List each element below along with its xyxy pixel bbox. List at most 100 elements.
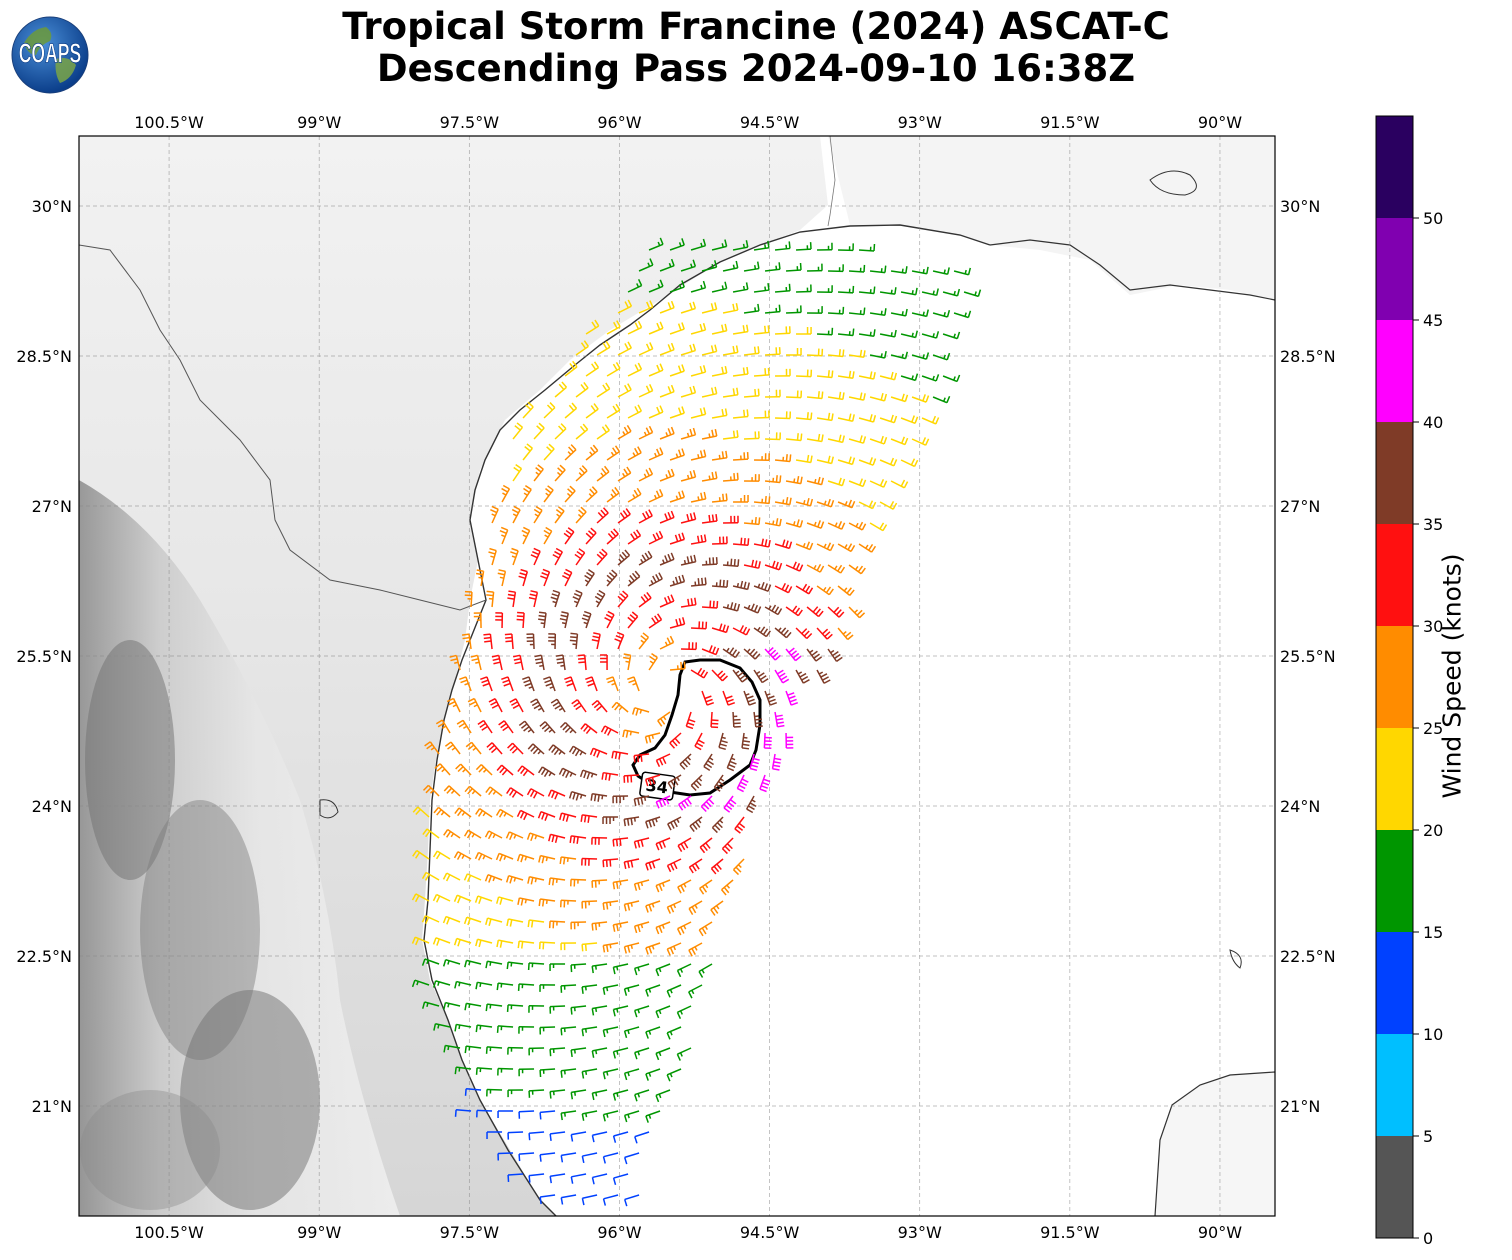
wind-barb [560, 984, 577, 993]
wind-barb [446, 697, 461, 713]
wind-barb [932, 267, 950, 275]
wind-barb [513, 654, 524, 671]
wind-barb [498, 720, 514, 734]
wind-barb [585, 676, 598, 692]
wind-barb [600, 654, 608, 671]
wind-barb [638, 467, 654, 482]
wind-barb [512, 464, 523, 482]
wind-barb [449, 654, 461, 671]
wind-barb [701, 344, 718, 356]
wind-barb [444, 741, 461, 755]
wind-barb [648, 530, 664, 545]
wind-barb [666, 900, 682, 914]
wind-barb [606, 528, 619, 545]
wind-barb [858, 371, 876, 380]
wind-barb [680, 343, 697, 356]
wind-barb [623, 858, 640, 869]
wind-barb [548, 920, 566, 929]
wind-barb [795, 454, 813, 464]
wind-barb [669, 490, 685, 503]
wind-barb [539, 1110, 556, 1120]
wind-barb [676, 1047, 692, 1061]
wind-barb [764, 475, 782, 484]
wind-barb [754, 410, 770, 419]
wind-barb [765, 347, 781, 356]
wind-barb [570, 1047, 587, 1058]
wind-barb [501, 676, 514, 692]
wind-barb [543, 443, 555, 461]
wind-barb [699, 837, 713, 854]
wind-barb [591, 963, 608, 974]
wind-barb [645, 1026, 661, 1039]
wind-barb [669, 448, 685, 461]
wind-barb [570, 963, 587, 973]
wind-barb [606, 676, 619, 692]
wind-barb [570, 1005, 587, 1015]
wind-barb [617, 299, 633, 314]
wind-barb [690, 449, 707, 461]
wind-barb [806, 391, 824, 400]
wind-barb [900, 373, 919, 382]
wind-barb [701, 600, 719, 609]
wind-barb [666, 984, 682, 998]
wind-barb [744, 474, 760, 482]
wind-barb [475, 569, 485, 587]
wind-barb [711, 579, 729, 588]
wind-barb [732, 858, 745, 876]
wind-barb [602, 816, 619, 824]
wind-barb [942, 331, 961, 340]
wind-barb [690, 534, 707, 545]
wind-barb [711, 323, 728, 335]
wind-barb [848, 392, 866, 401]
wind-barb [858, 414, 877, 423]
wind-barb [518, 1068, 535, 1077]
wind-barb [816, 498, 835, 508]
wind-barb [581, 900, 598, 909]
wind-barb [721, 837, 734, 855]
wind-barb [633, 963, 650, 976]
wind-barb [858, 543, 877, 553]
wind-barb [465, 741, 482, 755]
colorbar-tick-label: 5 [1423, 1127, 1433, 1146]
wind-barb [723, 515, 739, 524]
wind-barb [669, 322, 685, 335]
wind-barb [858, 286, 876, 295]
wind-barb [480, 676, 493, 692]
wind-barb [900, 458, 919, 468]
wind-barb [475, 808, 493, 818]
wind-barb [701, 514, 718, 524]
wind-barb [496, 764, 514, 776]
wind-barb [463, 916, 482, 926]
wind-barb [485, 786, 503, 797]
wind-barb [837, 543, 856, 553]
wind-barb [596, 465, 610, 482]
colorbar-segment [1376, 728, 1413, 830]
wind-barb [612, 1173, 629, 1186]
wind-barb [575, 506, 587, 524]
wind-barb [432, 937, 451, 946]
wind-barb [720, 879, 734, 896]
wind-barb [807, 263, 823, 272]
wind-barb [611, 750, 629, 760]
wind-barb [774, 241, 791, 251]
wind-barb [669, 238, 685, 251]
wind-barb [837, 456, 856, 466]
wind-barb [623, 1152, 640, 1165]
wind-barb [575, 423, 589, 440]
colorbar-segment [1376, 1136, 1413, 1238]
wind-barb [710, 858, 724, 875]
land-mountains-shade [79, 480, 400, 1216]
wind-barb [530, 698, 545, 713]
wind-barb [659, 300, 675, 314]
wind-barb [678, 795, 692, 811]
wind-barb [732, 240, 749, 251]
wind-barb [581, 1110, 598, 1121]
wind-barb [585, 444, 599, 461]
wind-barb [490, 505, 499, 524]
lon-tick-label-bottom: 93°W [898, 1223, 942, 1242]
wind-barb [443, 1001, 461, 1010]
wind-barb [496, 1025, 514, 1033]
wind-barb [411, 979, 430, 988]
wind-barb [559, 611, 569, 629]
wind-barb [486, 742, 503, 755]
